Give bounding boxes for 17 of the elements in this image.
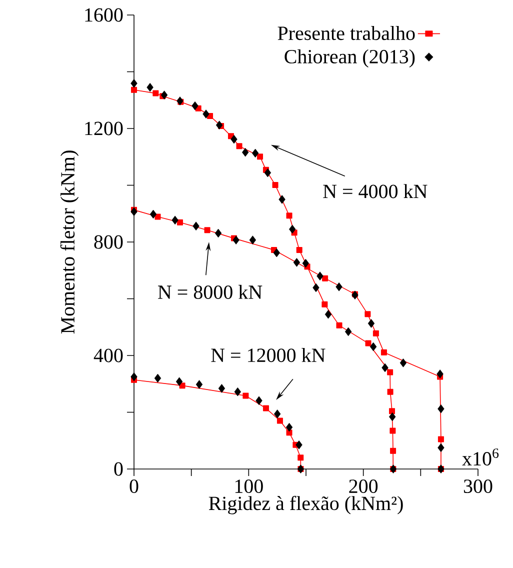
annotation: N = 12000 kN <box>211 348 326 362</box>
y-tick-label: 0 <box>114 462 123 476</box>
y-tick-label: 1600 <box>85 8 123 22</box>
y-tick-label: 800 <box>94 235 123 249</box>
x-tick-label: 300 <box>464 480 492 494</box>
annotation: N = 8000 kN <box>158 284 262 299</box>
x-tick-label: 0 <box>130 480 138 494</box>
annotation: x10$^{6}$ <box>462 448 499 466</box>
x-tick-label: 200 <box>349 480 378 494</box>
y-tick-label: 400 <box>94 348 123 362</box>
x-tick-label: 100 <box>235 480 263 494</box>
y-tick-label: 1200 <box>85 122 123 136</box>
y-axis-title: Momento fletor (kNm) <box>60 150 79 334</box>
x-axis-title: Rigidez à flexão (kNm²) <box>208 496 403 514</box>
legend-label: Presente trabalho <box>278 26 415 40</box>
annotation: N = 4000 kN <box>323 184 428 198</box>
legend-label: Chiorean (2013) <box>284 49 415 68</box>
